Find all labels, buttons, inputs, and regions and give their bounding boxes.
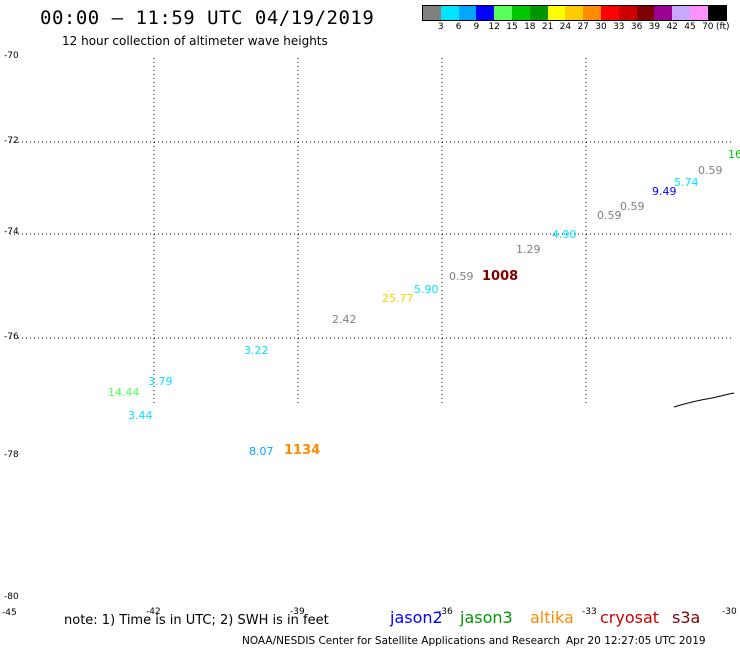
footer-note: note: 1) Time is in UTC; 2) SWH is in fe… <box>64 613 329 628</box>
colorbar-swatch <box>547 6 566 20</box>
wave-height-value: 16 <box>728 148 740 161</box>
wave-height-value: 1.29 <box>516 243 541 256</box>
wave-height-value: 5.90 <box>414 283 439 296</box>
colorbar-tick-label: 70 <box>702 22 714 32</box>
colorbar-tick-label: 18 <box>524 22 536 32</box>
colorbar-tick-label: 39 <box>648 22 661 32</box>
latitude-label: -70 <box>4 51 19 61</box>
longitude-label: -33 <box>582 607 597 617</box>
colorbar-swatch <box>672 6 690 20</box>
colorbar-tick-label: 12 <box>488 22 500 32</box>
credit-line: NOAA/NESDIS Center for Satellite Applica… <box>242 635 560 647</box>
colorbar-swatch <box>511 6 530 20</box>
colorbar-tick-label: 21 <box>541 22 554 32</box>
wave-height-value: 14.44 <box>108 386 140 399</box>
colorbar-tick-label: 9 <box>473 22 480 32</box>
satellite-legend-entry: jason2 <box>390 608 443 627</box>
wave-height-value: 0.59 <box>597 209 622 222</box>
colorbar-swatch <box>423 6 441 20</box>
colorbar-swatch <box>458 6 477 20</box>
longitude-label: -45 <box>2 608 17 618</box>
wave-height-value: 1008 <box>482 269 519 284</box>
wave-height-value: 9.49 <box>652 185 677 198</box>
wave-height-colorbar <box>422 5 727 21</box>
colorbar-tick-label: 3 <box>437 22 444 32</box>
wave-height-value: 3.44 <box>128 409 153 422</box>
colorbar-tick-label: 42 <box>666 22 678 32</box>
colorbar-tick-label: 30 <box>595 22 607 32</box>
colorbar-tick-label: 45 <box>684 22 696 32</box>
wave-height-value: 0.59 <box>449 270 474 283</box>
colorbar-swatch <box>565 6 584 20</box>
colorbar-swatch <box>707 6 726 20</box>
wave-height-value: 0.59 <box>620 200 645 213</box>
colorbar-swatch <box>636 6 655 20</box>
colorbar-tick-label: 15 <box>506 22 518 32</box>
latitude-label: -80 <box>4 592 19 602</box>
wave-height-value: 1134 <box>284 443 321 458</box>
colorbar-tick-label: 33 <box>613 22 625 32</box>
colorbar-swatch <box>600 6 619 20</box>
wave-height-value: 3.79 <box>148 375 173 388</box>
longitude-label: -36 <box>438 607 453 617</box>
wave-height-value: 2.42 <box>332 313 357 326</box>
longitude-label: -30 <box>722 607 737 617</box>
colorbar-swatch <box>689 6 708 20</box>
satellite-legend-entry: s3a <box>672 608 701 627</box>
latitude-label: -78 <box>4 450 19 460</box>
satellite-legend-entry: jason3 <box>460 608 513 627</box>
colorbar-swatch <box>494 6 512 20</box>
wave-height-value: 8.07 <box>249 445 274 458</box>
longitude-label: -39 <box>290 607 305 617</box>
map-title: 00:00 – 11:59 UTC 04/19/2019 <box>40 7 375 29</box>
colorbar-swatch <box>654 6 673 20</box>
colorbar-unit: (ft) <box>716 22 730 32</box>
graticule <box>10 58 734 406</box>
colorbar-tick-label: 36 <box>630 22 643 32</box>
satellite-legend-entry: cryosat <box>600 608 660 627</box>
wave-height-value: 5.74 <box>674 176 699 189</box>
wave-height-value: 4.90 <box>552 228 577 241</box>
coastline <box>673 392 735 408</box>
wave-height-value: 25.77 <box>382 292 414 305</box>
longitude-label: -42 <box>146 607 161 617</box>
generation-timestamp: Apr 20 12:27:05 UTC 2019 <box>566 635 706 647</box>
satellite-legend-entry: altika <box>530 608 574 627</box>
wave-height-value: 3.22 <box>244 344 269 357</box>
colorbar-tick-label: 24 <box>559 22 572 32</box>
colorbar-tick-label: 6 <box>455 22 462 32</box>
map-subtitle: 12 hour collection of altimeter wave hei… <box>62 34 328 48</box>
colorbar-swatch <box>440 6 459 20</box>
colorbar-swatch <box>529 6 548 20</box>
latitude-label: -76 <box>4 332 19 342</box>
colorbar-swatch <box>618 6 637 20</box>
latitude-label: -72 <box>4 136 19 146</box>
colorbar-swatch <box>476 6 495 20</box>
colorbar-swatch <box>583 6 601 20</box>
latitude-label: -74 <box>4 227 19 237</box>
colorbar-tick-label: 27 <box>577 22 589 32</box>
wave-height-value: 0.59 <box>698 164 723 177</box>
